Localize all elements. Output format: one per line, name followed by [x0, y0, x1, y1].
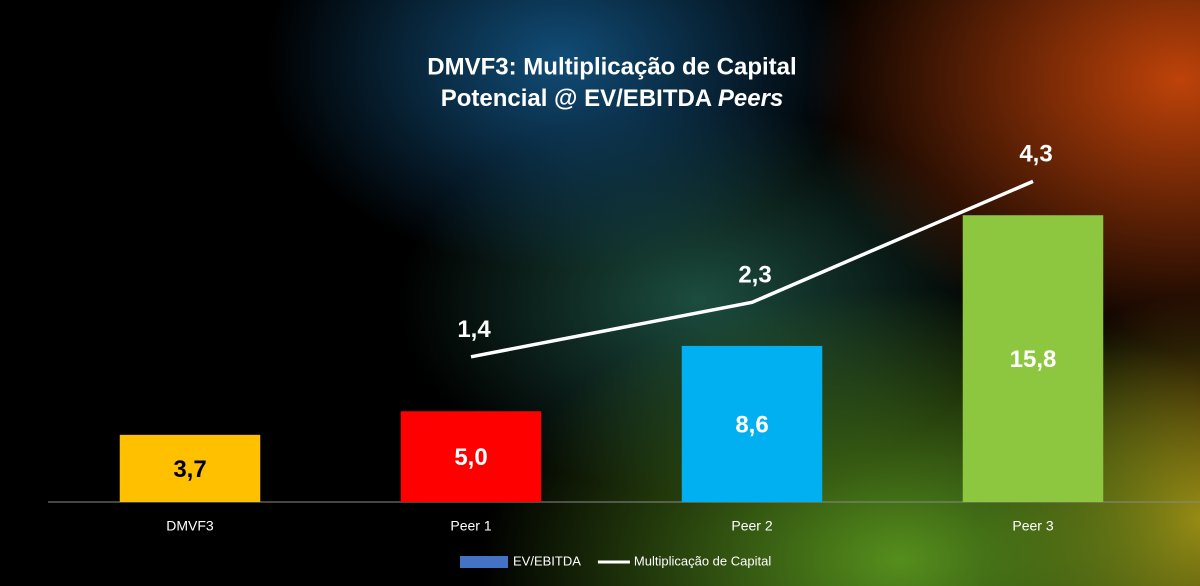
- data-label: 8,6: [735, 411, 768, 438]
- legend-label: EV/EBITDA: [513, 553, 581, 568]
- bar: [400, 411, 542, 502]
- data-label: 3,7: [173, 456, 206, 483]
- legend-swatch: [460, 556, 508, 568]
- bar: [681, 345, 823, 502]
- bar: [119, 434, 261, 502]
- x-tick-label: Peer 2: [731, 518, 772, 534]
- data-label: 4,3: [1019, 141, 1052, 168]
- title-emphasis: Peers: [718, 85, 783, 112]
- chart-title: Potencial @ EV/EBITDA Peers: [441, 85, 784, 112]
- bar: [962, 215, 1104, 503]
- data-label: 15,8: [1010, 346, 1057, 373]
- data-label: 5,0: [454, 444, 487, 471]
- data-label: 2,3: [738, 262, 771, 289]
- x-tick-label: Peer 1: [450, 518, 491, 534]
- x-tick-label: Peer 3: [1012, 518, 1053, 534]
- line: [470, 179, 1034, 359]
- x-tick-label: DMVF3: [166, 518, 214, 534]
- legend-label: Multiplicação de Capital: [634, 553, 771, 568]
- title-text: Potencial @ EV/EBITDA: [441, 85, 712, 112]
- data-label: 1,4: [457, 316, 491, 343]
- chart-title: DMVF3: Multiplicação de Capital: [427, 53, 796, 80]
